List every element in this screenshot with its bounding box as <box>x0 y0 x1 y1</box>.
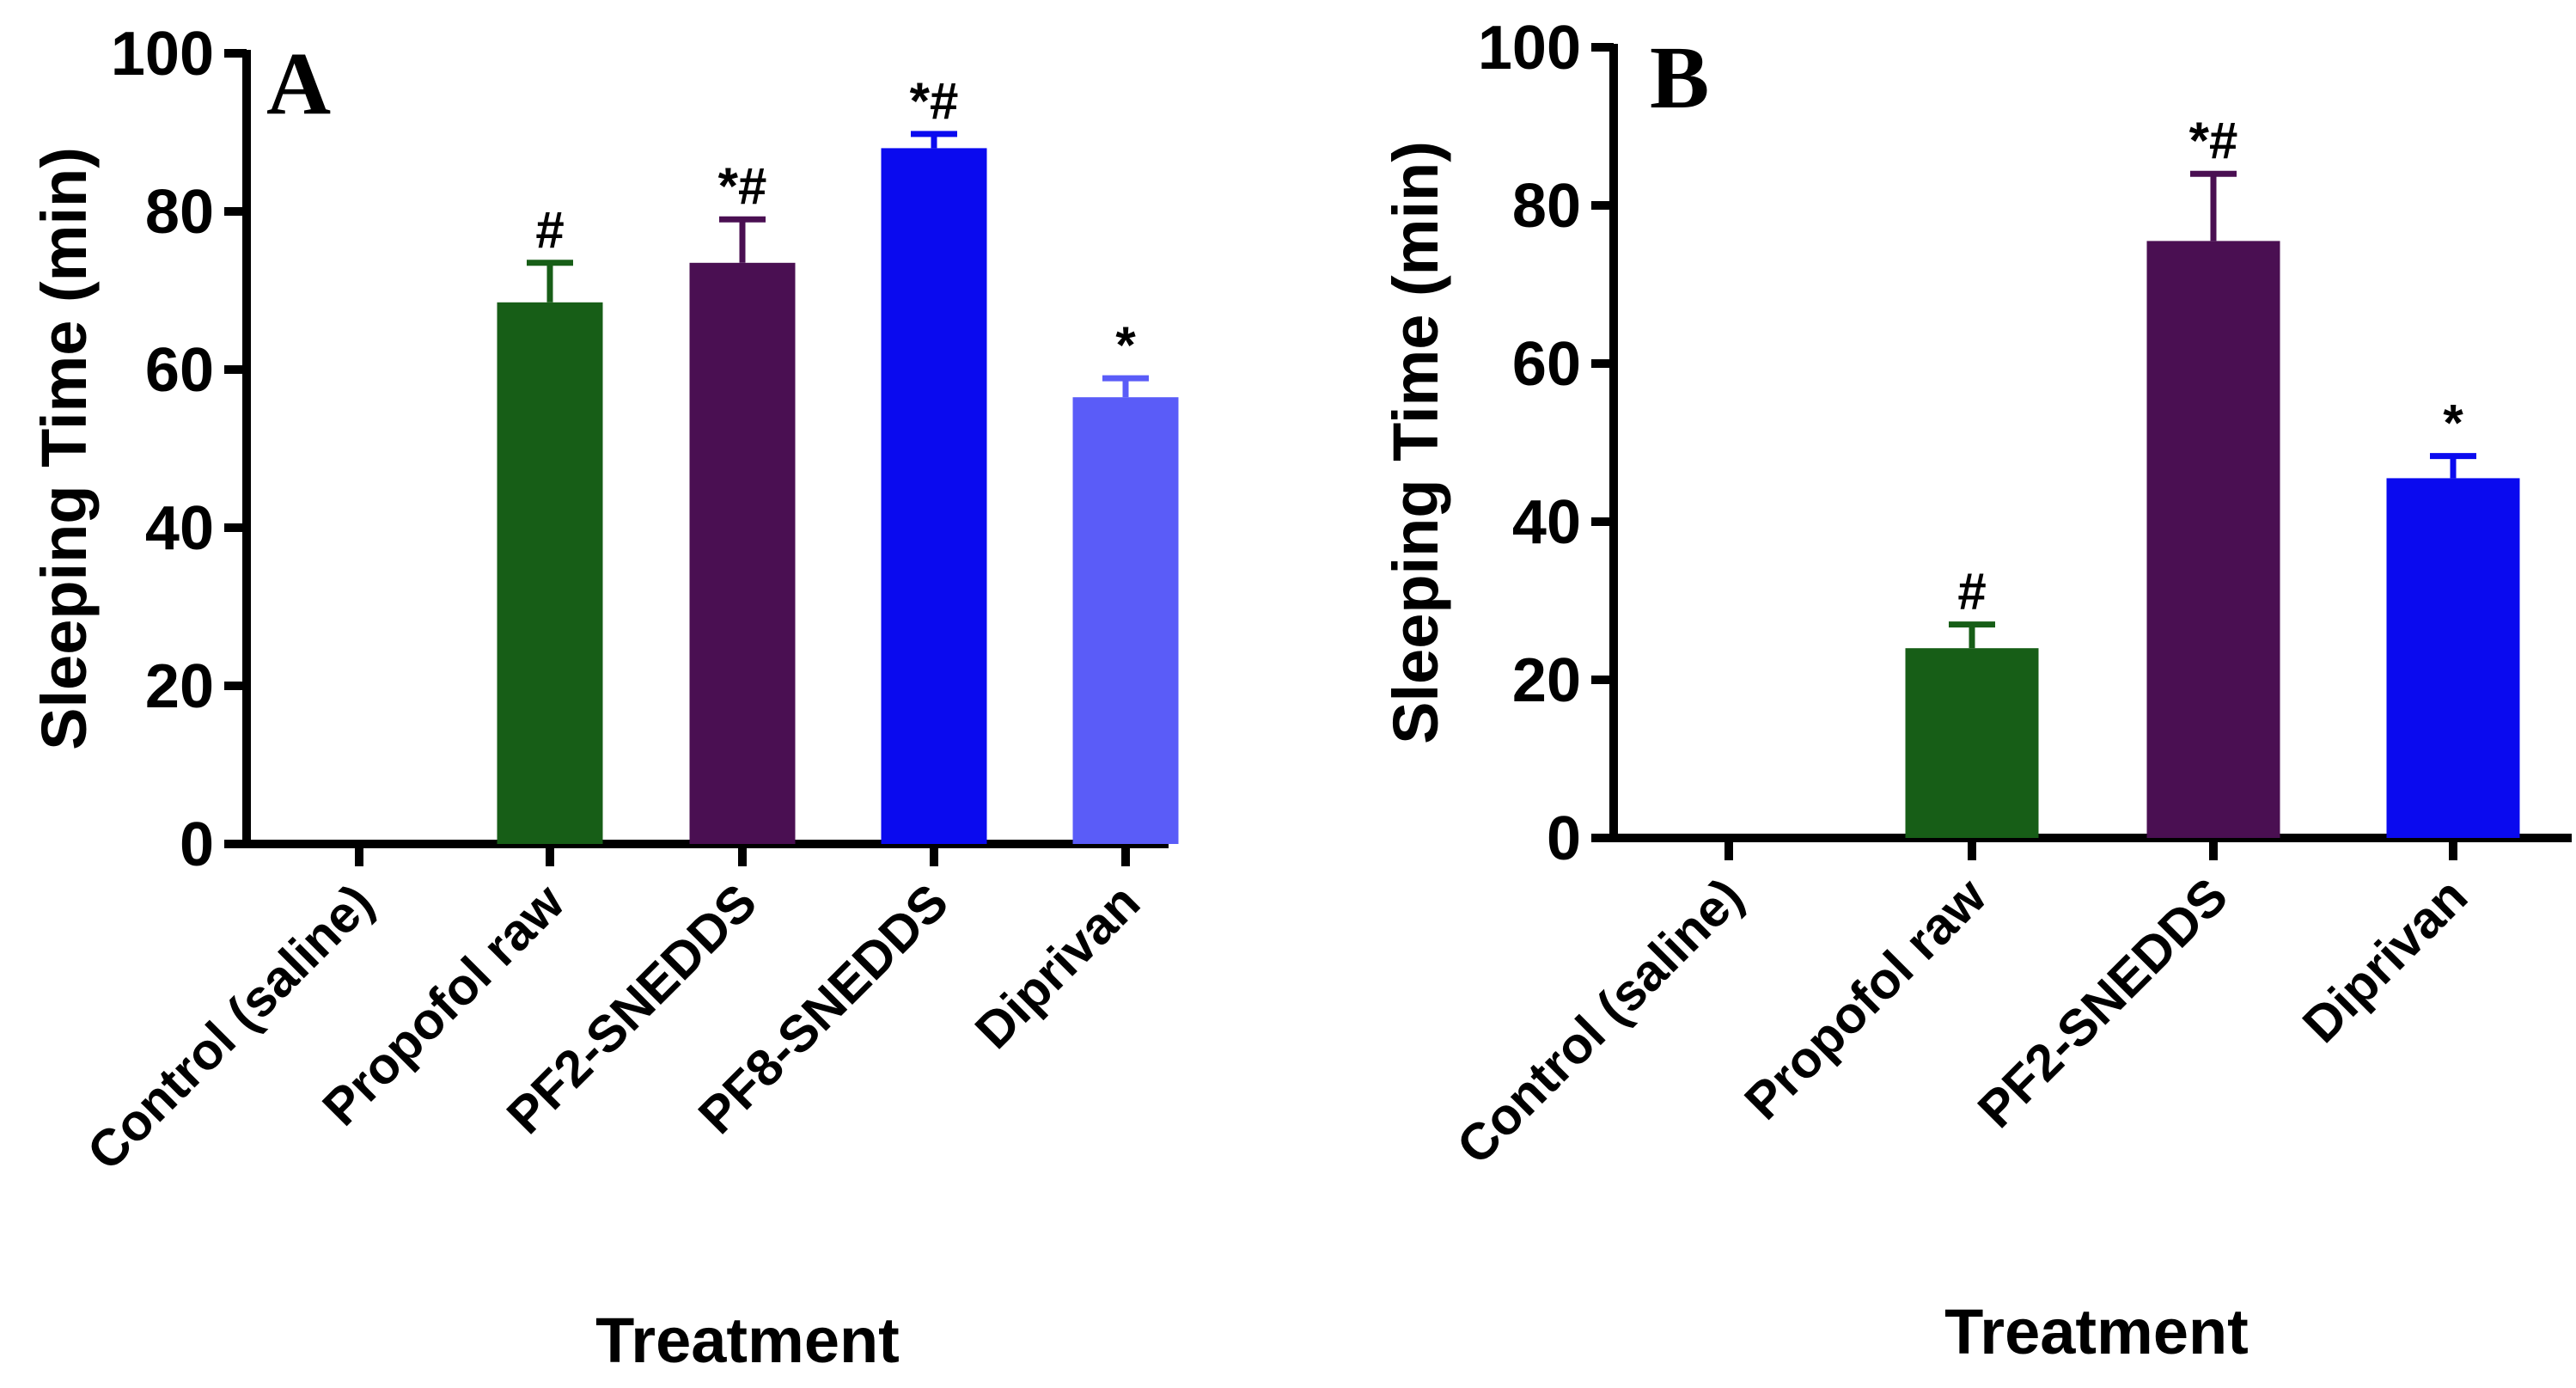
y-tick-label: 0 <box>1547 804 1581 873</box>
chart-panel-b: 0 20 40 60 80 100 Sleeping Time (min) B Control … <box>1380 14 2572 1367</box>
y-axis-title: Sleeping Time (min) <box>1380 141 1451 744</box>
y-tick-label: 60 <box>1512 330 1581 399</box>
bar <box>2146 241 2280 838</box>
y-axis-title: Sleeping Time (min) <box>28 147 100 750</box>
y-tick-label: 80 <box>1512 172 1581 241</box>
category-label: Control (saline) <box>1446 867 1755 1176</box>
significance-label: *# <box>910 72 959 130</box>
x-axis-title: Treatment <box>1944 1296 2249 1367</box>
bar <box>1905 648 2039 838</box>
category-label: Control (saline) <box>76 873 385 1182</box>
panel-letter: A <box>266 34 331 133</box>
y-tick-label: 20 <box>145 652 214 721</box>
bar <box>497 302 603 844</box>
y-tick-label: 40 <box>1512 488 1581 557</box>
bar <box>2386 478 2520 838</box>
y-tick-label: 20 <box>1512 646 1581 715</box>
y-tick-label: 0 <box>180 810 214 879</box>
significance-label: *# <box>2189 112 2238 169</box>
y-tick-label: 100 <box>111 20 214 89</box>
significance-label: # <box>535 201 564 259</box>
y-tick-label: 100 <box>1478 14 1581 83</box>
bar <box>1072 397 1179 844</box>
category-label: Diprivan <box>964 873 1151 1060</box>
bar <box>689 262 796 844</box>
y-tick-label: 60 <box>145 336 214 405</box>
significance-label: *# <box>718 157 767 215</box>
y-tick-label: 40 <box>145 494 214 563</box>
x-axis-title: Treatment <box>595 1305 900 1376</box>
significance-label: # <box>1957 563 1986 621</box>
category-label: Diprivan <box>2292 867 2478 1054</box>
bar <box>881 148 987 844</box>
panel-letter: B <box>1650 28 1709 127</box>
category-label: PF2-SNEDDS <box>1967 867 2238 1139</box>
significance-label: * <box>1115 316 1136 374</box>
significance-label: * <box>2443 394 2463 452</box>
y-tick-label: 80 <box>145 178 214 247</box>
category-label: Propofol raw <box>1734 867 1998 1131</box>
